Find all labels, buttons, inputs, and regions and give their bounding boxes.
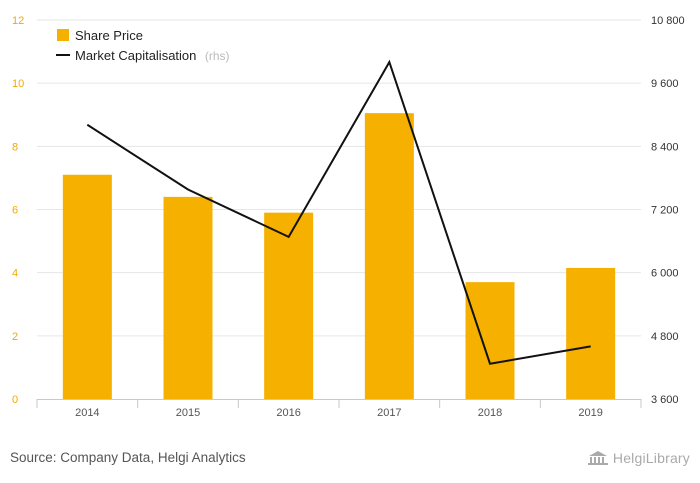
x-axis-tick-label: 2019 [578, 407, 602, 419]
source-caption: Source: Company Data, Helgi Analytics [10, 450, 246, 465]
left-axis-tick-label: 2 [12, 331, 18, 343]
legend: Share Price Market Capitalisation (rhs) [56, 28, 230, 64]
legend-label-market-cap-name: Market Capitalisation [75, 48, 196, 63]
x-axis-tick-label: 2018 [478, 407, 502, 419]
legend-label-share-price: Share Price [75, 28, 143, 43]
bar-share-price-2017 [364, 113, 414, 399]
legend-label-market-cap: Market Capitalisation (rhs) [75, 47, 230, 64]
legend-swatch-share-price [57, 29, 69, 41]
x-axis-tick-label: 2015 [176, 407, 200, 419]
line-market-capitalisation [86, 59, 591, 365]
line-series [86, 59, 591, 365]
bar-share-price-2016 [264, 212, 314, 399]
right-axis-tick-label: 6 000 [651, 268, 679, 280]
x-axis-tick-label: 2017 [377, 407, 401, 419]
left-axis-tick-label: 4 [12, 268, 18, 280]
legend-label-market-cap-suffix: (rhs) [205, 49, 230, 63]
right-axis-tick-label: 4 800 [651, 331, 679, 343]
left-axis-tick-label: 0 [12, 394, 18, 406]
x-axis-tick-label: 2014 [75, 407, 99, 419]
right-axis-tick-label: 8 400 [651, 141, 679, 153]
bar-share-price-2014 [62, 174, 112, 399]
right-axis-tick-label: 7 200 [651, 205, 679, 217]
right-axis-tick-label: 10 800 [651, 15, 685, 27]
grid-lines [37, 19, 641, 337]
left-axis-tick-label: 6 [12, 205, 18, 217]
left-axis-tick-label: 8 [12, 141, 18, 153]
brand-logo: HelgiLibrary [587, 450, 690, 466]
bar-share-price-2019 [566, 267, 616, 399]
bar-series [62, 113, 616, 399]
axes: 0 3 600 2 4 800 4 6 000 6 7 200 8 8 400 10 9 600 12 1… [12, 15, 685, 419]
library-building-icon [587, 451, 608, 465]
bar-share-price-2018 [465, 282, 515, 399]
right-axis-tick-label: 3 600 [651, 394, 679, 406]
brand-name: HelgiLibrary [612, 450, 690, 466]
bar-share-price-2015 [163, 196, 213, 399]
left-axis-tick-label: 10 [12, 78, 24, 90]
x-axis-tick-label: 2016 [276, 407, 300, 419]
right-axis-tick-label: 9 600 [651, 78, 679, 90]
left-axis-tick-label: 12 [12, 15, 24, 27]
